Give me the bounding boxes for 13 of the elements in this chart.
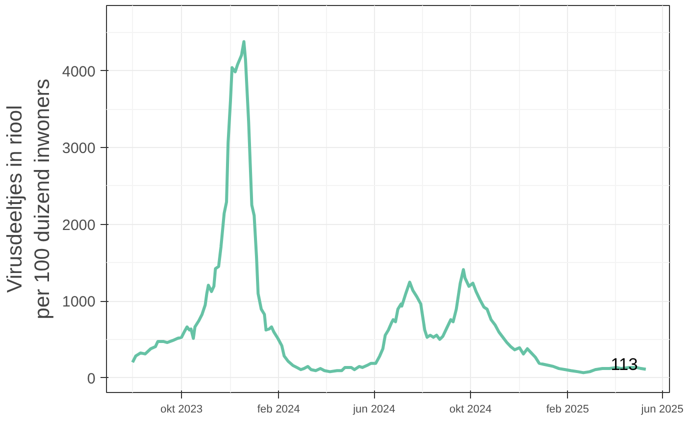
x-tick-label: okt 2024 bbox=[449, 404, 492, 416]
y-tick-label: 1000 bbox=[62, 294, 96, 311]
x-tick-label: okt 2023 bbox=[160, 404, 203, 416]
x-tick-label: feb 2024 bbox=[257, 404, 300, 416]
line-series bbox=[131, 40, 648, 374]
y-tick-label: 2000 bbox=[62, 216, 96, 234]
x-tick-label: jun 2025 bbox=[640, 404, 684, 416]
y-tick-label: 0 bbox=[87, 370, 96, 388]
y-axis-title: Virusdeeltjes in riool per 100 duizend inwoners bbox=[4, 78, 54, 320]
x-tick-label: feb 2025 bbox=[546, 404, 590, 416]
y-tick-label: 3000 bbox=[62, 140, 96, 158]
y-tick-label: 4000 bbox=[62, 63, 96, 80]
x-tick-label: jun 2024 bbox=[352, 404, 396, 416]
